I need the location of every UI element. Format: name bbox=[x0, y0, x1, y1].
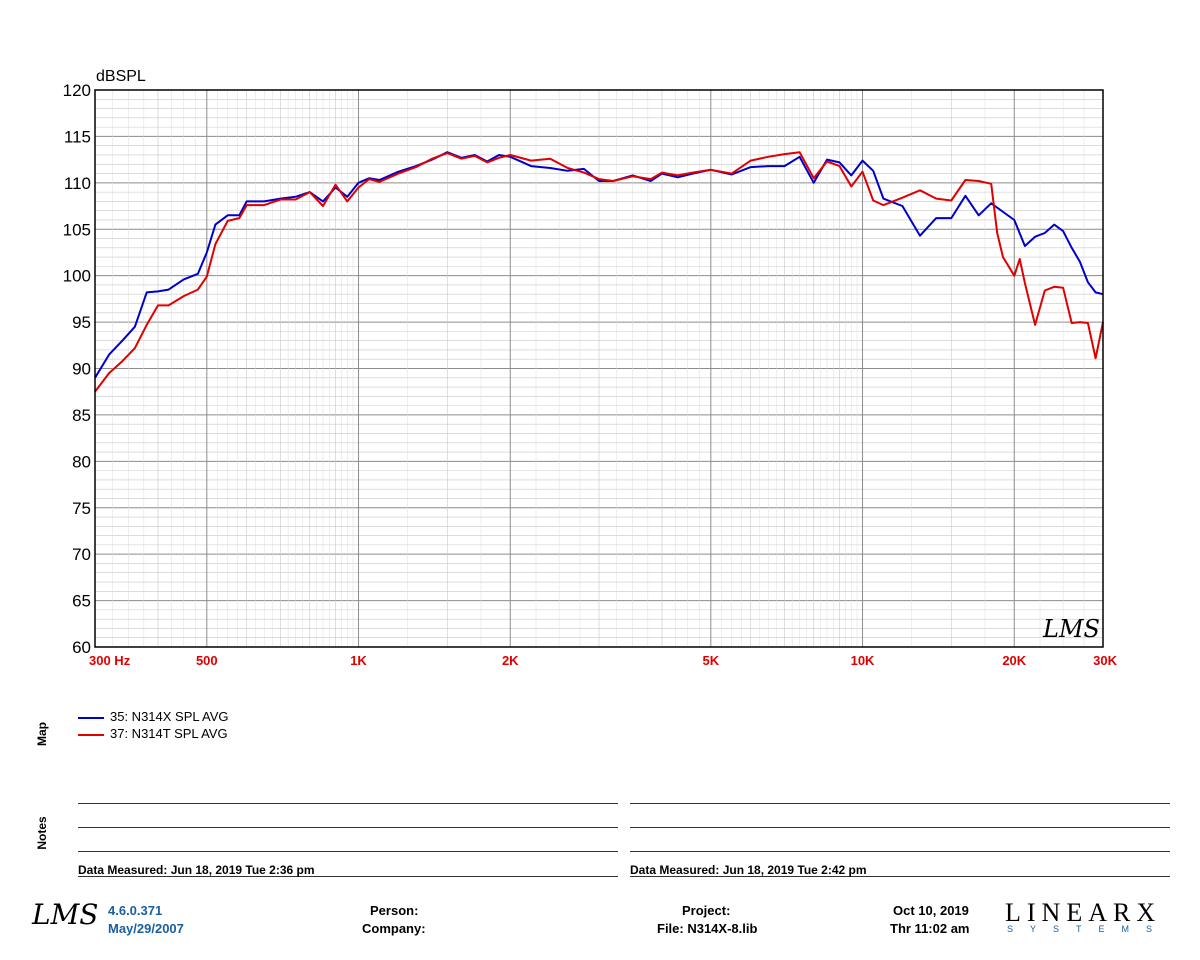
y-tick-label: 60 bbox=[72, 638, 91, 657]
legend-swatch-red bbox=[78, 733, 104, 736]
y-tick-label: 95 bbox=[72, 313, 91, 332]
plot-border bbox=[94, 89, 1104, 648]
note-line bbox=[78, 827, 618, 828]
y-tick-label: 90 bbox=[72, 360, 91, 379]
person-label: Person: bbox=[370, 903, 419, 918]
print-date: Oct 10, 2019 bbox=[893, 903, 969, 918]
x-tick-labels: 300 Hz 500 1K 2K 5K 10K 20K 30K bbox=[89, 653, 1118, 668]
linearx-systems: SYSTEMS bbox=[1007, 924, 1170, 934]
x-tick-label: 10K bbox=[851, 653, 875, 668]
note-line bbox=[78, 851, 618, 852]
series-line-n314x bbox=[94, 151, 1104, 379]
software-version: 4.6.0.371 bbox=[108, 903, 163, 918]
data-measured-left: Data Measured: Jun 18, 2019 Tue 2:36 pm bbox=[78, 863, 315, 877]
y-axis-unit: dBSPL bbox=[96, 68, 146, 85]
legend-label-2: 37: N314T SPL AVG bbox=[110, 726, 228, 741]
legend-label-1: 35: N314X SPL AVG bbox=[110, 709, 229, 724]
y-tick-label: 100 bbox=[63, 267, 91, 286]
file-label: File: N314X-8.lib bbox=[657, 921, 758, 936]
project-label: Project: bbox=[682, 903, 731, 918]
series-line-n314t bbox=[94, 151, 1104, 393]
data-measured-right: Data Measured: Jun 18, 2019 Tue 2:42 pm bbox=[630, 863, 867, 877]
y-tick-label: 85 bbox=[72, 406, 91, 425]
y-tick-labels: 60 65 70 75 80 85 90 95 100 105 110 115 120 bbox=[63, 81, 91, 657]
note-line bbox=[630, 803, 1170, 804]
x-tick-label: 2K bbox=[502, 653, 519, 668]
x-tick-label: 30K bbox=[1093, 653, 1117, 668]
y-tick-label: 115 bbox=[64, 127, 91, 146]
x-tick-label: 300 Hz bbox=[89, 653, 131, 668]
legend-item-1: 35: N314X SPL AVG bbox=[78, 709, 229, 724]
legend-item-2: 37: N314T SPL AVG bbox=[78, 726, 228, 741]
chart-curves bbox=[94, 151, 1104, 393]
notes-label: Notes bbox=[35, 816, 49, 850]
y-tick-label: 105 bbox=[63, 220, 91, 239]
lms-logo: LMS bbox=[32, 898, 99, 931]
y-tick-label: 75 bbox=[72, 499, 91, 518]
y-tick-label: 80 bbox=[72, 452, 91, 471]
note-line bbox=[630, 851, 1170, 852]
chart-grid bbox=[94, 89, 1104, 648]
y-tick-label: 120 bbox=[63, 81, 91, 100]
x-tick-label: 1K bbox=[350, 653, 367, 668]
map-label: Map bbox=[35, 722, 49, 746]
note-line bbox=[78, 803, 618, 804]
y-tick-label: 65 bbox=[72, 592, 91, 611]
company-label: Company: bbox=[362, 921, 426, 936]
x-tick-label: 500 bbox=[196, 653, 218, 668]
y-tick-label: 70 bbox=[72, 545, 91, 564]
lms-watermark: LMS bbox=[1042, 615, 1100, 643]
print-time: Thr 11:02 am bbox=[890, 921, 970, 936]
y-tick-label: 110 bbox=[64, 174, 91, 193]
note-line bbox=[630, 876, 1170, 877]
x-tick-label: 20K bbox=[1002, 653, 1026, 668]
legend-swatch-blue bbox=[78, 716, 104, 719]
note-line bbox=[630, 827, 1170, 828]
build-date: May/29/2007 bbox=[108, 921, 184, 936]
linearx-logo: LINEARX bbox=[1005, 898, 1162, 927]
x-tick-label: 5K bbox=[702, 653, 719, 668]
note-line bbox=[78, 876, 618, 877]
